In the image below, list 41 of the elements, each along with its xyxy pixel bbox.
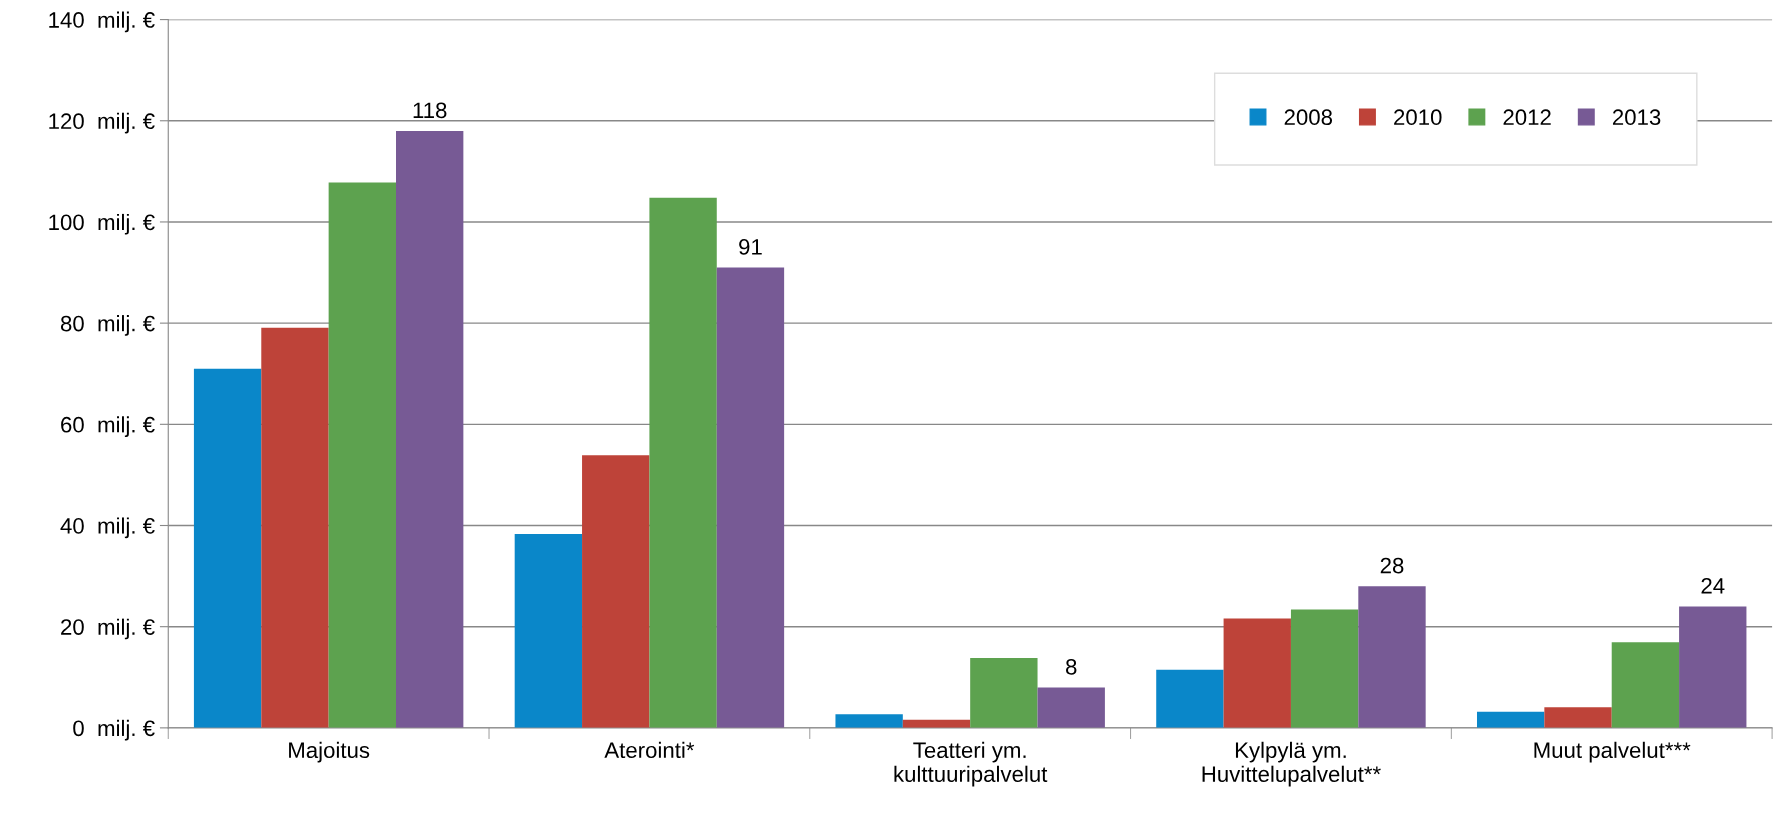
y-tick-label: 20 milj. €: [61, 618, 155, 640]
x-tick-label: Kylpylä ym. Huvittelupalvelut**: [1202, 741, 1381, 787]
bar: [1476, 711, 1545, 728]
data-label: 118: [413, 102, 447, 119]
bar: [649, 197, 717, 728]
bar: [582, 455, 650, 728]
x-tick-label: Teatteri ym. kulttuuripalvelut: [894, 741, 1048, 787]
x-tick-label: Muut palvelut***: [1534, 741, 1691, 763]
bar: [970, 658, 1038, 728]
y-tick-label: 140 milj. €: [49, 11, 155, 33]
bar: [1156, 669, 1224, 728]
data-label: 28: [1380, 557, 1404, 574]
bar: [835, 714, 903, 728]
legend-label: 2010: [1394, 109, 1442, 126]
legend-label: 2013: [1612, 109, 1661, 126]
y-tick-label: 80 milj. €: [60, 315, 155, 336]
bar: [716, 267, 785, 728]
y-tick-label: 60 milj. €: [61, 416, 155, 437]
data-label: 91: [739, 239, 762, 255]
data-label: 24: [1701, 577, 1725, 594]
data-label: 8: [1066, 658, 1077, 675]
bar: [514, 534, 583, 728]
bar: [1037, 687, 1105, 728]
bar: [1679, 606, 1747, 728]
y-tick-label: 100 milj. €: [49, 213, 155, 235]
bar: [261, 327, 329, 728]
bar: [1358, 586, 1426, 728]
x-tick-label: Majoitus: [289, 741, 370, 763]
legend-label: 2012: [1503, 109, 1551, 126]
bar: [328, 182, 397, 728]
y-tick-label: 0 milj. €: [73, 719, 155, 741]
bar: [1611, 642, 1680, 728]
bar: [1544, 707, 1612, 728]
x-tick-label: Aterointi*: [604, 741, 695, 759]
legend-label: 2008: [1284, 109, 1333, 126]
bar: [396, 130, 464, 728]
bar: [1290, 609, 1359, 728]
bar: [193, 368, 262, 728]
y-tick-label: 120 milj. €: [49, 112, 155, 134]
bar: [1223, 618, 1291, 728]
y-tick-label: 40 milj. €: [60, 517, 155, 539]
